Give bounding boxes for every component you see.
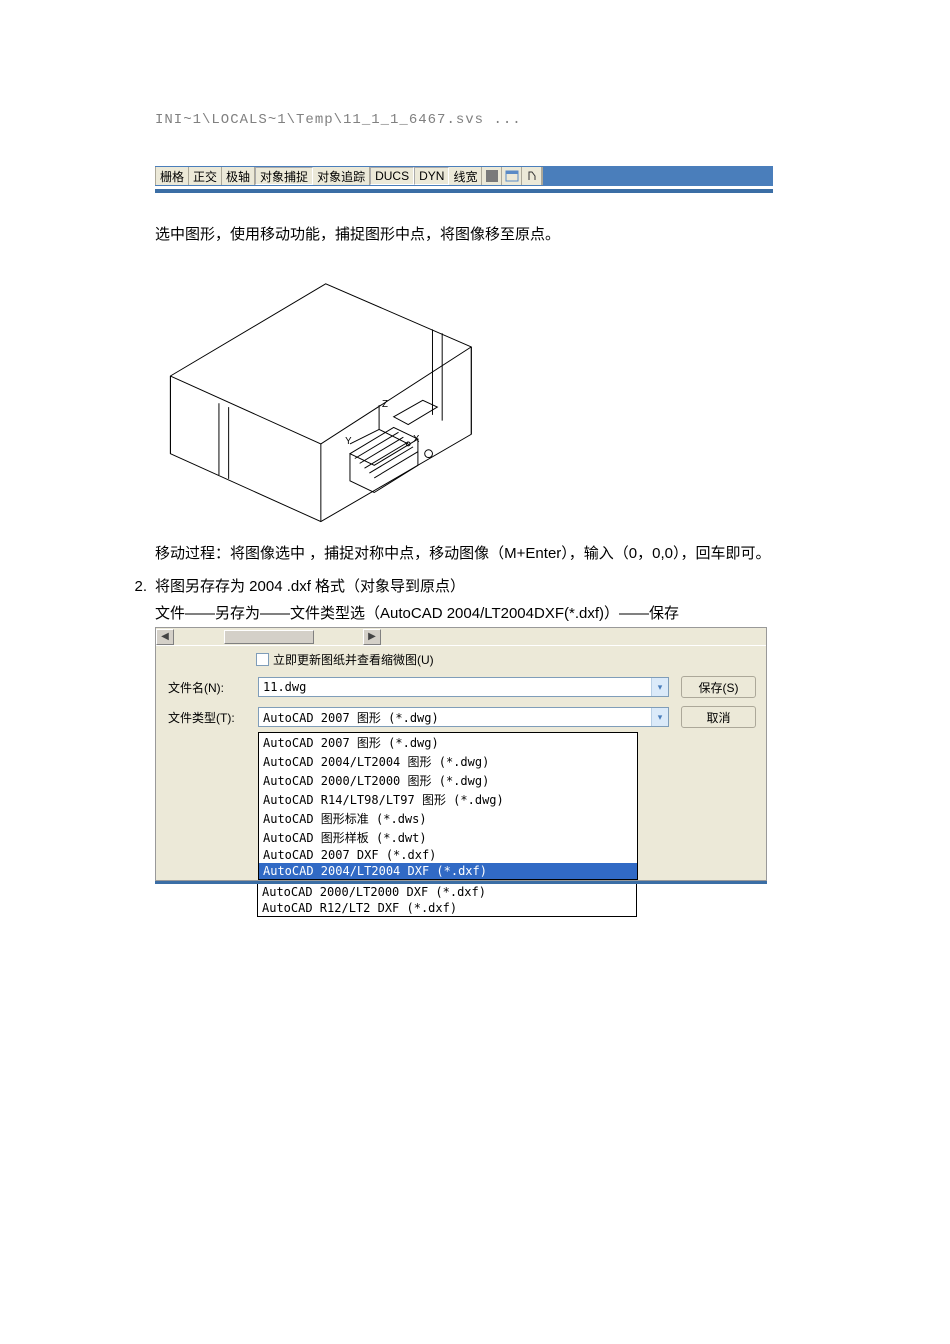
status-btn-ducs[interactable]: DUCS	[370, 167, 414, 185]
filename-input[interactable]: 11.dwg ▾	[258, 677, 669, 697]
status-btn-osnap[interactable]: 对象捕捉	[255, 167, 313, 185]
filename-dropdown-btn[interactable]: ▾	[651, 678, 668, 696]
status-bar-container: 栅格 正交 极轴 对象捕捉 对象追踪 DUCS DYN 线宽	[155, 166, 773, 186]
filename-value: 11.dwg	[259, 680, 651, 694]
filetype-dropdown-btn[interactable]: ▾	[651, 708, 668, 726]
filetype-value: AutoCAD 2007 图形 (*.dwg)	[259, 709, 651, 726]
save-button[interactable]: 保存(S)	[681, 676, 756, 698]
dd-item[interactable]: AutoCAD 2004/LT2004 图形 (*.dwg)	[259, 752, 637, 771]
dd-item-selected[interactable]: AutoCAD 2004/LT2004 DXF (*.dxf)	[259, 863, 637, 879]
status-btn-dyn[interactable]: DYN	[414, 167, 449, 185]
filetype-row: 文件类型(T): AutoCAD 2007 图形 (*.dwg) ▾ 取消	[156, 702, 766, 732]
filetype-input[interactable]: AutoCAD 2007 图形 (*.dwg) ▾	[258, 707, 669, 727]
list-number: 2.	[125, 573, 155, 627]
status-icon-1[interactable]	[482, 167, 502, 185]
status-btn-otrack[interactable]: 对象追踪	[313, 167, 370, 185]
path-text: INI~1\LOCALS~1\Temp\11_1_1_6467.svs ...	[155, 112, 795, 128]
axis-z-label: Z	[382, 399, 388, 410]
scroll-bar-row: ◀ ▶	[156, 628, 766, 646]
scroll-right-btn[interactable]: ▶	[363, 629, 381, 645]
cancel-button[interactable]: 取消	[681, 706, 756, 728]
status-btn-grid[interactable]: 栅格	[156, 167, 189, 185]
filename-label: 文件名(N):	[168, 679, 258, 696]
filetype-label: 文件类型(T):	[168, 709, 258, 726]
axis-y-label: Y	[345, 436, 352, 447]
status-icon-2[interactable]	[502, 167, 522, 185]
dd-item[interactable]: AutoCAD 图形样板 (*.dwt)	[259, 828, 637, 847]
status-bar: 栅格 正交 极轴 对象捕捉 对象追踪 DUCS DYN 线宽	[155, 167, 543, 185]
status-btn-lwt[interactable]: 线宽	[449, 167, 482, 185]
dd-item[interactable]: AutoCAD 图形标准 (*.dws)	[259, 809, 637, 828]
filetype-dropdown-extra[interactable]: AutoCAD 2000/LT2000 DXF (*.dxf) AutoCAD …	[257, 884, 637, 917]
divider-bar	[155, 189, 773, 193]
list-line-1: 将图另存存为 2004 .dxf 格式（对象导到原点）	[155, 573, 795, 600]
update-thumbnail-row: 立即更新图纸并查看缩微图(U)	[156, 646, 766, 672]
paragraph-1: 选中图形，使用移动功能，捕捉图形中点，将图像移至原点。	[155, 221, 795, 248]
dd-item[interactable]: AutoCAD R14/LT98/LT97 图形 (*.dwg)	[259, 790, 637, 809]
filetype-dropdown-list[interactable]: AutoCAD 2007 图形 (*.dwg) AutoCAD 2004/LT2…	[258, 732, 638, 880]
scroll-track[interactable]	[174, 629, 363, 645]
list-line-2: 文件——另存为——文件类型选（AutoCAD 2004/LT2004DXF(*.…	[155, 600, 795, 627]
isometric-diagram: X Y Z	[151, 258, 481, 528]
save-dialog: ◀ ▶ 立即更新图纸并查看缩微图(U) 文件名(N): 11.dwg ▾ 保存(…	[155, 627, 767, 881]
scroll-thumb[interactable]	[224, 630, 314, 644]
update-thumbnail-label: 立即更新图纸并查看缩微图(U)	[273, 651, 434, 668]
status-btn-polar[interactable]: 极轴	[222, 167, 255, 185]
filename-row: 文件名(N): 11.dwg ▾ 保存(S)	[156, 672, 766, 702]
dd-item[interactable]: AutoCAD R12/LT2 DXF (*.dxf)	[258, 900, 636, 916]
dd-item[interactable]: AutoCAD 2000/LT2000 图形 (*.dwg)	[259, 771, 637, 790]
update-thumbnail-checkbox[interactable]	[256, 653, 269, 666]
dd-item[interactable]: AutoCAD 2007 DXF (*.dxf)	[259, 847, 637, 863]
dd-item[interactable]: AutoCAD 2000/LT2000 DXF (*.dxf)	[258, 884, 636, 900]
paragraph-2: 移动过程：将图像选中 ，捕捉对称中点，移动图像（M+Enter），输入（0，0,…	[155, 540, 795, 567]
status-btn-ortho[interactable]: 正交	[189, 167, 222, 185]
scroll-left-btn[interactable]: ◀	[156, 629, 174, 645]
list-item-2: 2. 将图另存存为 2004 .dxf 格式（对象导到原点） 文件——另存为——…	[125, 573, 795, 627]
axis-x-label: X	[413, 434, 420, 445]
status-icon-3[interactable]	[522, 167, 542, 185]
dd-item[interactable]: AutoCAD 2007 图形 (*.dwg)	[259, 733, 637, 752]
